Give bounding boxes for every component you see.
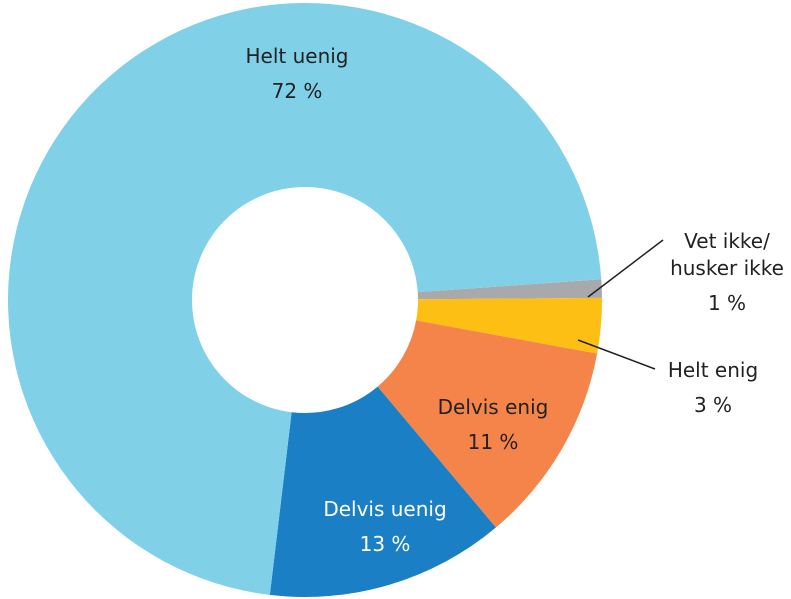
slice-label: Delvis uenig 13 %: [295, 496, 475, 558]
leader-line: [587, 239, 664, 298]
value-label: 72 %: [271, 79, 323, 103]
category-label: Delvis enig: [437, 395, 549, 419]
category-label: Vet ikke/ husker ikke: [670, 229, 784, 280]
leader-line: [577, 339, 656, 370]
category-label: Helt uenig: [245, 44, 349, 68]
donut-slice: [416, 297, 602, 354]
slice-label: Helt enig 3 %: [643, 357, 783, 419]
donut-slice: [417, 279, 602, 300]
value-label: 13 %: [359, 532, 411, 556]
category-label: Helt enig: [667, 358, 759, 382]
value-label: 3 %: [693, 393, 733, 417]
slice-label: Delvis enig 11 %: [413, 394, 573, 456]
donut-slice: [269, 386, 496, 597]
slice-label: Helt uenig 72 %: [217, 43, 377, 105]
value-label: 11 %: [467, 430, 519, 454]
value-label: 1 %: [707, 291, 747, 315]
slice-label: Vet ikke/ husker ikke 1 %: [657, 228, 791, 317]
donut-slice: [377, 320, 598, 528]
donut-slice: [7, 3, 602, 595]
category-label: Delvis uenig: [323, 497, 447, 521]
